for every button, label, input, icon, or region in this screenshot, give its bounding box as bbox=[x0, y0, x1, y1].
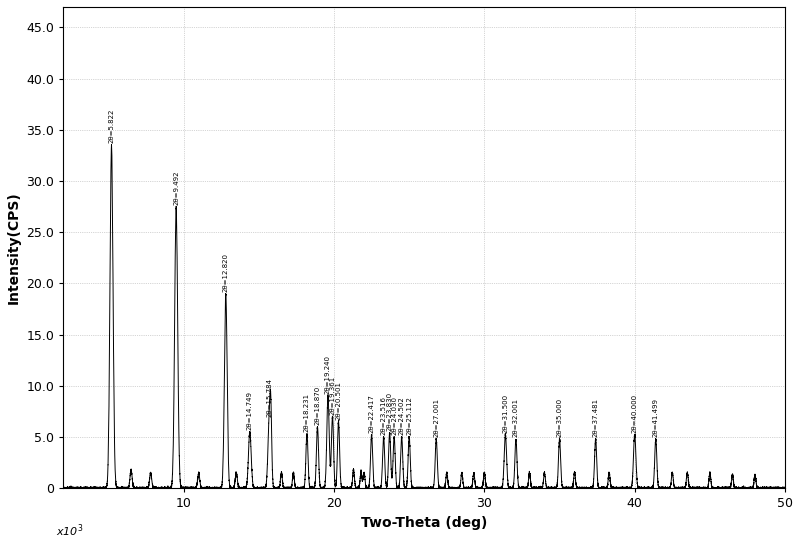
Text: 2θ=14.749: 2θ=14.749 bbox=[247, 391, 253, 430]
Text: 2θ=9.492: 2θ=9.492 bbox=[173, 170, 179, 204]
X-axis label: Two-Theta (deg): Two-Theta (deg) bbox=[361, 516, 487, 530]
Text: 2θ=18.231: 2θ=18.231 bbox=[304, 393, 310, 432]
Text: 2θ=27.001: 2θ=27.001 bbox=[434, 398, 439, 437]
Text: 2θ=23.516: 2θ=23.516 bbox=[381, 396, 386, 435]
Text: 2θ=25.112: 2θ=25.112 bbox=[406, 396, 412, 435]
Text: 2θ=31.500: 2θ=31.500 bbox=[502, 394, 509, 433]
Text: 2θ=24.030: 2θ=24.030 bbox=[391, 396, 397, 435]
Text: 2θ=5.822: 2θ=5.822 bbox=[109, 109, 114, 143]
Text: 2θ=12.820: 2θ=12.820 bbox=[222, 253, 229, 292]
Y-axis label: Intensity(CPS): Intensity(CPS) bbox=[7, 192, 21, 304]
Text: x10$^3$: x10$^3$ bbox=[56, 522, 83, 539]
Text: 2θ=37.481: 2θ=37.481 bbox=[593, 398, 598, 437]
Text: 2θ=15.784: 2θ=15.784 bbox=[266, 378, 272, 417]
Text: 2θ=20.501: 2θ=20.501 bbox=[335, 381, 342, 420]
Text: 2θ=23.830: 2θ=23.830 bbox=[386, 392, 393, 431]
Text: 2θ=19.240: 2θ=19.240 bbox=[325, 355, 331, 394]
Text: 2θ=22.417: 2θ=22.417 bbox=[369, 394, 374, 433]
Text: 2θ=18.870: 2θ=18.870 bbox=[314, 386, 321, 425]
Text: 2θ=35.000: 2θ=35.000 bbox=[557, 398, 562, 437]
Text: 2θ=32.001: 2θ=32.001 bbox=[513, 398, 519, 437]
Text: 2θ=40.000: 2θ=40.000 bbox=[632, 394, 638, 433]
Text: 2θ=24.502: 2θ=24.502 bbox=[398, 397, 405, 435]
Text: 2θ=19.361: 2θ=19.361 bbox=[330, 375, 335, 414]
Text: 2θ=41.499: 2θ=41.499 bbox=[653, 398, 658, 437]
